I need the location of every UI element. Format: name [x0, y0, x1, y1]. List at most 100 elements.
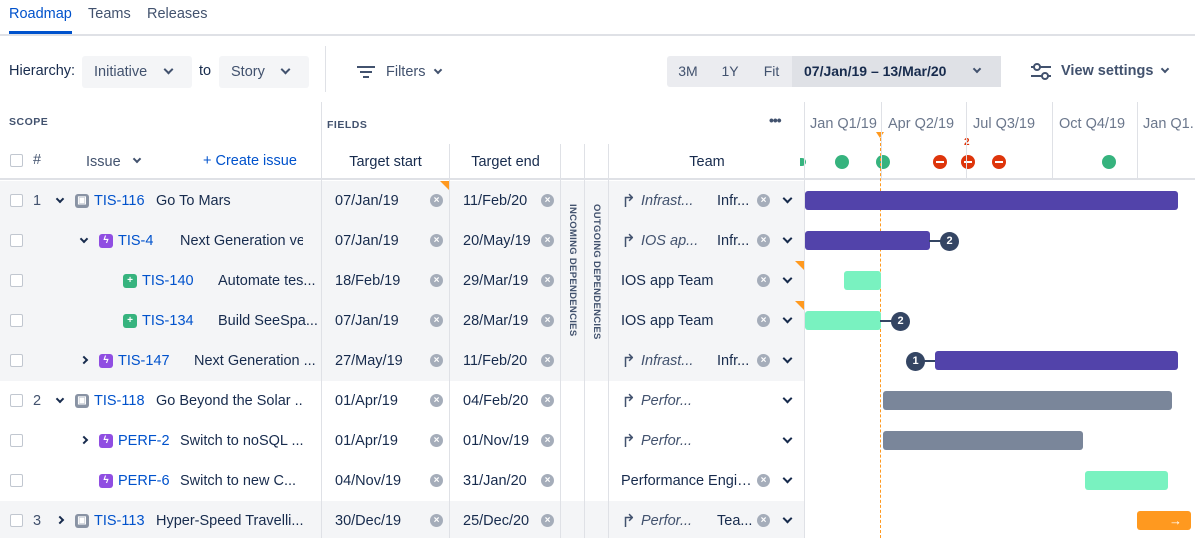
issue-summary[interactable]: Next Generation ve... [180, 233, 303, 249]
row-checkbox[interactable] [10, 354, 23, 367]
timeline-bar-offscreen[interactable]: → [1137, 511, 1191, 530]
table-row[interactable]: 1 ▣ TIS-116 Go To Mars 07/Jan/19 × 11/Feb/20 × ↱… [0, 181, 805, 221]
more-options-icon[interactable]: ••• [769, 112, 782, 128]
release-on-track-icon[interactable] [876, 155, 890, 169]
table-row[interactable]: 2 ▣ TIS-118 Go Beyond the Solar ... 01/Apr/1… [0, 381, 805, 421]
issue-summary[interactable]: Hyper-Speed Travelli... [156, 513, 303, 529]
timeline-bar-epic[interactable] [883, 431, 1083, 450]
release-conflict-icon[interactable] [933, 155, 947, 169]
table-row[interactable]: ϟ TIS-147 Next Generation ... 27/May/19 × 11/… [0, 341, 805, 381]
clear-icon[interactable]: × [430, 434, 443, 447]
team-value[interactable]: Performance Engin... [621, 473, 757, 489]
table-row[interactable]: + TIS-134 Build SeeSpa... 07/Jan/19 × 28/Mar/… [0, 301, 805, 341]
target-end-value[interactable]: 11/Feb/20 [463, 353, 528, 369]
clear-icon[interactable]: × [430, 194, 443, 207]
team-value[interactable]: IOS app Team [621, 313, 714, 329]
issue-key-link[interactable]: TIS-116 [94, 193, 145, 209]
clear-icon[interactable]: × [541, 354, 554, 367]
issue-key-link[interactable]: TIS-118 [94, 393, 145, 409]
timeline-bar-epic[interactable] [1085, 471, 1168, 490]
target-end-value[interactable]: 28/Mar/19 [463, 313, 529, 329]
clear-icon[interactable]: × [757, 314, 770, 327]
issue-summary[interactable]: Go Beyond the Solar ... [156, 393, 303, 409]
target-start-value[interactable]: 18/Feb/19 [335, 273, 401, 289]
row-checkbox[interactable] [10, 474, 23, 487]
tab-roadmap[interactable]: Roadmap [9, 6, 72, 22]
row-checkbox[interactable] [10, 434, 23, 447]
chevron-right-icon[interactable] [79, 435, 89, 445]
tab-releases[interactable]: Releases [147, 6, 208, 22]
clear-icon[interactable]: × [541, 474, 554, 487]
target-end-value[interactable]: 25/Dec/20 [463, 513, 530, 529]
inherited-team-value[interactable]: Perfor... [641, 433, 693, 449]
target-start-value[interactable]: 07/Jan/19 [335, 193, 399, 209]
team-short-value[interactable]: Tea... [717, 513, 753, 529]
team-dropdown-chevron-icon[interactable] [782, 393, 793, 404]
row-checkbox[interactable] [10, 234, 23, 247]
select-all-checkbox[interactable] [10, 154, 23, 167]
issue-key-link[interactable]: TIS-113 [94, 513, 145, 529]
clear-icon[interactable]: × [757, 474, 770, 487]
issue-summary[interactable]: Next Generation ... [194, 353, 316, 369]
clear-icon[interactable]: × [757, 514, 770, 527]
clear-icon[interactable]: × [430, 234, 443, 247]
team-dropdown-chevron-icon[interactable] [782, 193, 793, 204]
clear-icon[interactable]: × [757, 194, 770, 207]
table-row[interactable]: ϟ PERF-6 Switch to new C... 04/Nov/19 × 31/Ja… [0, 461, 805, 501]
row-checkbox[interactable] [10, 274, 23, 287]
chevron-down-icon[interactable] [55, 394, 65, 404]
table-row[interactable]: ϟ PERF-2 Switch to noSQL ... 01/Apr/19 × 01/N… [0, 421, 805, 461]
chevron-down-icon[interactable] [79, 234, 89, 244]
target-start-value[interactable]: 30/Dec/19 [335, 513, 402, 529]
inherited-team-value[interactable]: Infrast... [641, 353, 694, 369]
clear-icon[interactable]: × [541, 194, 554, 207]
hierarchy-from-select[interactable]: Initiative [82, 56, 192, 88]
issue-key-link[interactable]: TIS-140 [142, 273, 194, 289]
team-dropdown-chevron-icon[interactable] [782, 433, 793, 444]
clear-icon[interactable]: × [757, 354, 770, 367]
tab-teams[interactable]: Teams [88, 6, 131, 22]
inherited-team-value[interactable]: IOS ap... [641, 233, 699, 249]
date-range-picker[interactable]: 07/Jan/19 – 13/Mar/20 [792, 56, 1001, 87]
release-on-track-icon[interactable] [835, 155, 849, 169]
row-checkbox[interactable] [10, 514, 23, 527]
create-issue-button[interactable]: + Create issue [203, 153, 297, 169]
dependency-count-badge[interactable]: 2 [940, 232, 959, 251]
team-dropdown-chevron-icon[interactable] [782, 473, 793, 484]
zoom-1y-button[interactable]: 1Y [721, 63, 739, 79]
clear-icon[interactable]: × [541, 434, 554, 447]
chevron-down-icon[interactable] [55, 194, 65, 204]
team-dropdown-chevron-icon[interactable] [782, 353, 793, 364]
target-start-value[interactable]: 27/May/19 [335, 353, 403, 369]
clear-icon[interactable]: × [541, 234, 554, 247]
target-end-value[interactable]: 01/Nov/19 [463, 433, 530, 449]
target-start-value[interactable]: 07/Jan/19 [335, 313, 399, 329]
clear-icon[interactable]: × [541, 394, 554, 407]
clear-icon[interactable]: × [757, 274, 770, 287]
clear-icon[interactable]: × [541, 314, 554, 327]
zoom-fit-button[interactable]: Fit [763, 63, 780, 79]
team-value[interactable]: IOS app Team [621, 273, 714, 289]
timeline-bar-initiative[interactable] [805, 191, 1178, 210]
issue-key-link[interactable]: TIS-147 [118, 353, 170, 369]
target-start-value[interactable]: 04/Nov/19 [335, 473, 402, 489]
target-end-value[interactable]: 11/Feb/20 [463, 193, 528, 209]
team-dropdown-chevron-icon[interactable] [782, 233, 793, 244]
issue-column-header[interactable]: Issue [86, 154, 121, 170]
view-settings-button[interactable]: View settings [1031, 56, 1181, 88]
target-end-value[interactable]: 04/Feb/20 [463, 393, 529, 409]
row-checkbox[interactable] [10, 314, 23, 327]
target-start-value[interactable]: 01/Apr/19 [335, 393, 398, 409]
dependency-count-badge[interactable]: 2 [891, 312, 910, 331]
row-checkbox[interactable] [10, 394, 23, 407]
team-short-value[interactable]: Infr... [717, 233, 750, 249]
clear-icon[interactable]: × [430, 474, 443, 487]
inherited-team-value[interactable]: Perfor... [641, 393, 693, 409]
clear-icon[interactable]: × [430, 274, 443, 287]
dependency-count-badge[interactable]: 1 [906, 352, 925, 371]
issue-summary[interactable]: Automate tes... [218, 273, 316, 289]
filters-button[interactable]: Filters [357, 56, 447, 88]
team-dropdown-chevron-icon[interactable] [782, 273, 793, 284]
clear-icon[interactable]: × [430, 314, 443, 327]
issue-key-link[interactable]: TIS-134 [142, 313, 194, 329]
